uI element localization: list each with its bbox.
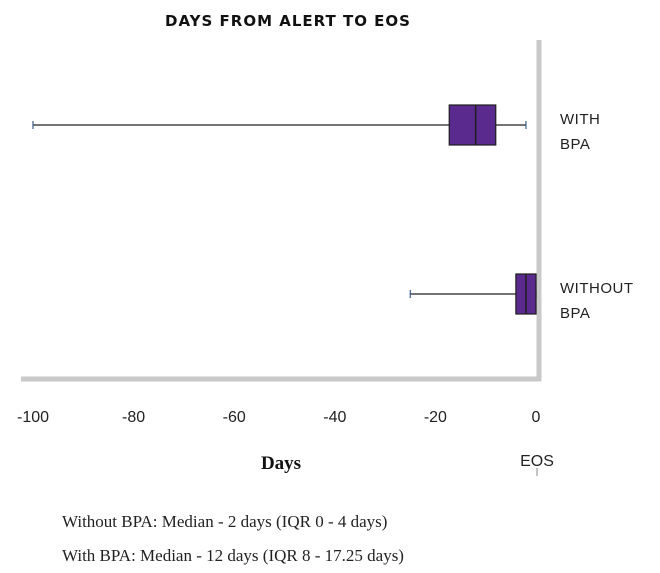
category-label-line1: WITHOUT: [560, 280, 633, 297]
iqr-box: [448, 104, 497, 146]
x-tick-label: -40: [323, 409, 346, 426]
x-tick-label: -80: [122, 409, 145, 426]
category-label-line2: BPA: [560, 305, 590, 322]
note-without-bpa: Without BPA: Median - 2 days (IQR 0 - 4 …: [62, 512, 388, 531]
note-with-bpa: With BPA: Median - 12 days (IQR 8 - 17.2…: [62, 546, 404, 565]
chart-title: DAYS FROM ALERT TO EOS: [165, 12, 411, 30]
boxes: [32, 104, 537, 315]
category-label-line2: BPA: [560, 136, 590, 153]
x-axis-label: Days: [261, 453, 301, 474]
eos-label: EOS: [520, 453, 554, 470]
x-ticks: -100 -80 -60 -40 -20 0: [17, 409, 541, 426]
x-tick-label: -60: [223, 409, 246, 426]
x-tick-label: -20: [424, 409, 447, 426]
x-tick-label: 0: [532, 409, 541, 426]
axes: [21, 40, 542, 382]
category-labels: WITH BPA WITHOUT BPA: [560, 111, 633, 322]
x-tick-label: -100: [17, 409, 49, 426]
category-label-line1: WITH: [560, 111, 600, 128]
